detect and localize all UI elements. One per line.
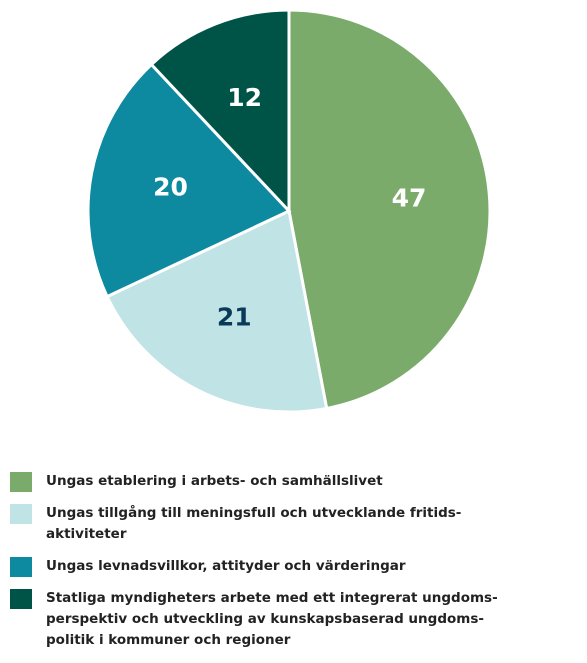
legend-label: Ungas levnadsvillkor, attityder och värd… — [46, 558, 406, 574]
chart: 47 21 20 12 — [86, 8, 492, 414]
slice-label: 20 — [153, 172, 188, 201]
legend-item: Statliga myndigheters arbete med ett int… — [10, 589, 580, 651]
legend-item: Ungas tillgång till meningsfull och utve… — [10, 504, 580, 545]
slice-label: 12 — [227, 83, 262, 112]
legend-label: Ungas etablering i arbets- och samhällsl… — [46, 473, 383, 489]
legend-swatch — [10, 557, 32, 577]
legend-swatch — [10, 472, 32, 492]
slice-label: 21 — [217, 302, 252, 331]
legend-swatch — [10, 504, 32, 524]
legend-item: Ungas levnadsvillkor, attityder och värd… — [10, 557, 580, 577]
slice-label: 47 — [392, 184, 427, 213]
legend-label: Ungas tillgång till meningsfull och utve… — [46, 505, 462, 542]
pie-slice — [86, 62, 292, 299]
legend: Ungas etablering i arbets- och samhällsl… — [10, 472, 580, 663]
pie-slice — [149, 8, 291, 215]
pie-slice — [105, 208, 329, 414]
pie-slice — [287, 8, 492, 411]
legend-label: Statliga myndigheters arbete med ett int… — [46, 590, 498, 648]
legend-item: Ungas etablering i arbets- och samhällsl… — [10, 472, 580, 492]
legend-swatch — [10, 589, 32, 609]
